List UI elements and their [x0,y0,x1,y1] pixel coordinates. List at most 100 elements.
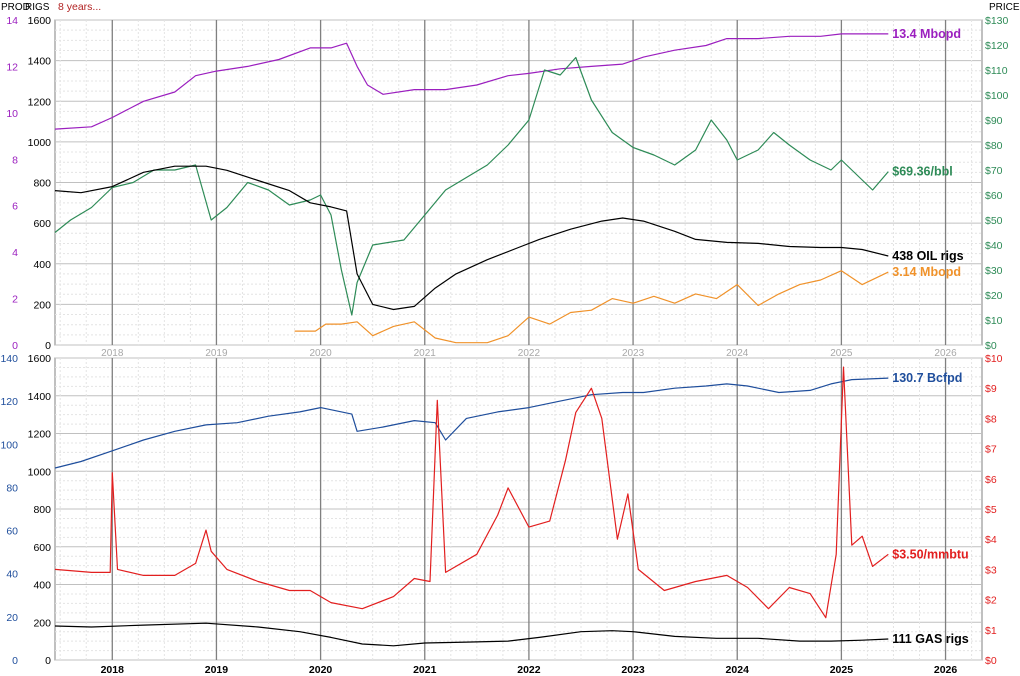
series-end-label: 130.7 Bcfpd [892,371,962,385]
series-line-130-7-bcfpd [54,377,889,469]
x-tick-label: 2026 [934,664,958,676]
left-prod-tick-label: 10 [6,108,18,120]
header-subtitle: 8 years... [58,1,101,13]
left-rigs-tick-label: 1000 [28,137,52,149]
x-tick-label: 2023 [621,664,645,676]
right-price-tick-label: $30 [985,265,1003,277]
left-prod-tick-label: 6 [12,201,18,213]
right-price-tick-label: $110 [985,65,1008,77]
left-prod-tick-label: 140 [0,353,18,365]
right-price-tick-label: $90 [985,115,1003,127]
header-price-label: PRICE [989,2,1020,13]
left-prod-tick-label: 12 [6,61,18,73]
left-rigs-tick-label: 200 [33,299,51,311]
x-tick-label: 2023 [622,348,645,359]
right-price-tick-label: $0 [985,340,997,352]
right-price-tick-label: $4 [985,534,997,546]
x-tick-label: 2019 [205,348,228,359]
right-price-tick-label: $120 [985,40,1009,52]
right-price-tick-label: $100 [985,90,1009,102]
right-price-tick-label: $1 [985,625,997,637]
x-tick-label: 2020 [309,348,332,359]
series-line-13-4-mbopd [54,33,889,130]
right-price-tick-label: $20 [985,290,1003,302]
top-series: 13.4 Mbopd $69.36/bbl 438 OIL rigs 3.14 Mbo… [54,27,964,344]
x-tick-label: 2025 [830,664,854,676]
left-prod-tick-label: 20 [6,612,18,624]
series-end-label: 111 GAS rigs [892,632,968,646]
left-rigs-tick-label: 1600 [28,15,52,27]
x-tick-label: 2018 [101,348,124,359]
top-axes: 2018 2019 2020 2021 2022 2023 2024 2025 2026 0 2 4 6… [6,15,1008,359]
left-rigs-tick-label: 1200 [28,96,52,108]
left-rigs-tick-label: 600 [33,542,51,554]
x-tick-label: 2021 [413,664,437,676]
left-prod-tick-label: 8 [12,154,18,166]
bottom-axes: 2018 2019 2020 2021 2022 2023 2024 2025 2026 0 20 4… [0,353,1002,676]
series-line-111-gas-rigs [54,622,889,647]
right-price-tick-label: $60 [985,190,1003,202]
left-prod-tick-label: 2 [12,294,18,306]
right-price-tick-label: $10 [985,315,1003,327]
left-rigs-tick-label: 1000 [28,466,52,478]
bottom-series: 130.7 Bcfpd $3.50/mmbtu 111 GAS rigs [54,366,969,647]
x-tick-label: 2025 [830,348,853,359]
x-tick-label: 2020 [309,664,333,676]
left-rigs-tick-label: 0 [45,340,51,352]
right-price-tick-label: $130 [985,15,1009,27]
left-rigs-tick-label: 1200 [28,429,52,441]
left-rigs-tick-label: 800 [33,178,51,190]
right-price-tick-label: $7 [985,444,997,456]
series-end-label: $69.36/bbl [892,165,952,179]
x-tick-label: 2022 [518,348,541,359]
x-tick-label: 2018 [101,664,125,676]
left-rigs-tick-label: 800 [33,504,51,516]
x-tick-label: 2021 [414,348,437,359]
left-prod-tick-label: 40 [6,569,18,581]
x-tick-label: 2024 [726,348,749,359]
right-price-tick-label: $70 [985,165,1003,177]
right-price-tick-label: $80 [985,140,1003,152]
left-prod-tick-label: 80 [6,482,18,494]
right-price-tick-label: $0 [985,655,997,667]
x-tick-label: 2026 [934,348,957,359]
series-line-438-oil-rigs [54,165,889,311]
series-end-label: 3.14 Mbopd [892,265,961,279]
left-rigs-tick-label: 600 [33,218,51,230]
x-tick-label: 2022 [517,664,541,676]
series-end-label: $3.50/mmbtu [892,547,968,561]
left-rigs-tick-label: 0 [45,655,51,667]
left-prod-tick-label: 100 [0,439,18,451]
left-prod-tick-label: 120 [0,396,18,408]
left-prod-tick-label: 4 [12,247,18,259]
left-prod-tick-label: 60 [6,526,18,538]
right-price-tick-label: $5 [985,504,997,516]
left-prod-tick-label: 14 [6,15,18,27]
left-rigs-tick-label: 200 [33,617,51,629]
series-end-label: 438 OIL rigs [892,249,963,263]
right-price-tick-label: $40 [985,240,1003,252]
header-prod-label: PROD [1,2,30,13]
right-price-tick-label: $10 [985,353,1003,365]
left-rigs-tick-label: 400 [33,580,51,592]
right-price-tick-label: $50 [985,215,1003,227]
left-rigs-tick-label: 1600 [28,353,52,365]
left-rigs-tick-label: 1400 [28,56,52,68]
series-line--69-36-bbl [54,56,889,316]
x-tick-label: 2019 [205,664,229,676]
right-price-tick-label: $3 [985,564,997,576]
header-rigs-label: RIGS [25,2,50,13]
series-line-3-14-mbopd [294,270,889,344]
top-grid [55,19,982,346]
right-price-tick-label: $2 [985,595,997,607]
left-rigs-tick-label: 1400 [28,391,52,403]
series-line--3-50-mmbtu [54,366,889,619]
left-rigs-tick-label: 400 [33,259,51,271]
left-prod-tick-label: 0 [12,655,18,667]
right-price-tick-label: $9 [985,383,997,395]
right-price-tick-label: $8 [985,413,997,425]
right-price-tick-label: $6 [985,474,997,486]
left-prod-tick-label: 0 [12,340,18,352]
